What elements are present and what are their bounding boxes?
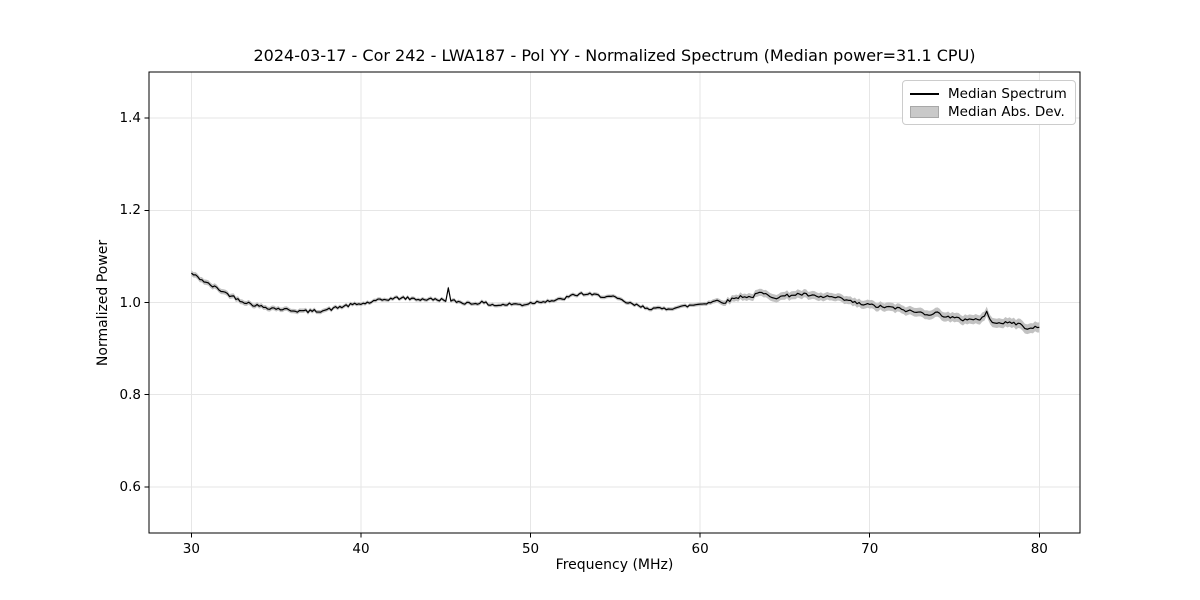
y-tick-label: 1.4 [119,110,141,127]
legend-patch-swatch [910,105,939,118]
legend: Median Spectrum Median Abs. Dev. [902,80,1076,125]
mad-band [191,270,1040,335]
y-tick-label: 0.8 [119,386,141,403]
x-tick-label: 40 [352,541,370,557]
y-tick-label: 1.2 [119,202,141,219]
x-tick-label: 70 [861,541,879,557]
x-tick-label: 80 [1030,541,1048,557]
legend-label-median-spectrum: Median Spectrum [948,85,1067,102]
y-tick-label: 0.6 [119,478,141,495]
legend-row-median-abs-dev: Median Abs. Dev. [910,103,1068,120]
legend-label-median-abs-dev: Median Abs. Dev. [948,103,1065,120]
x-tick-label: 60 [691,541,709,557]
legend-row-median-spectrum: Median Spectrum [910,85,1068,102]
legend-line-swatch [910,92,939,95]
y-tick-label: 1.0 [119,294,141,311]
x-tick-label: 30 [182,541,200,557]
chart-title: 2024-03-17 - Cor 242 - LWA187 - Pol YY -… [253,46,976,65]
x-axis-label: Frequency (MHz) [555,557,674,573]
x-tick-label: 50 [521,541,540,557]
median-spectrum-line [191,272,1040,330]
